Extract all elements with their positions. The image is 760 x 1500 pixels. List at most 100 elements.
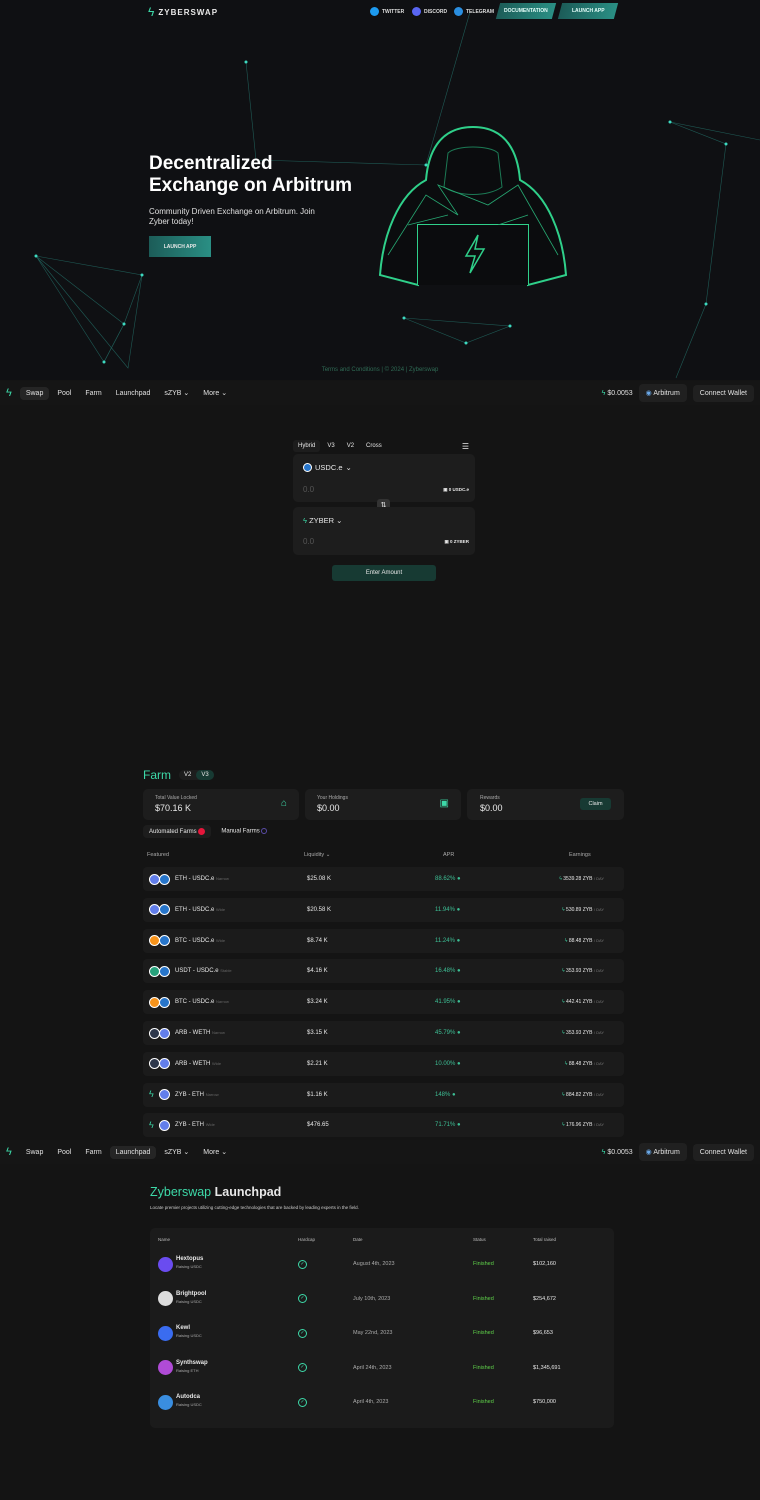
version-v2[interactable]: V2 <box>184 772 192 778</box>
brand-logo[interactable]: ϟ ZYBERSWAP <box>148 5 219 19</box>
apr-value: 45.79% ● <box>435 1030 461 1036</box>
twitter-link[interactable]: TWITTER <box>370 4 404 19</box>
documentation-button[interactable]: DOCUMENTATION <box>495 3 557 19</box>
version-v3[interactable]: V3 <box>196 770 214 780</box>
nav-launchpad[interactable]: Launchpad <box>115 389 151 397</box>
from-amount-input[interactable]: 0.0 <box>303 485 315 494</box>
liquidity-value: $476.65 <box>307 1122 329 1129</box>
bolt-logo-icon[interactable]: ϟ <box>6 387 12 399</box>
nav-pool[interactable]: Pool <box>57 1148 72 1156</box>
farm-row[interactable]: ETH - USDC.e Narrow $25.08 K 88.62% ● ϟ … <box>143 867 624 891</box>
launchpad-row[interactable]: Autodca Raising USDC ✓ April 4th, 2023 Fi… <box>158 1387 598 1417</box>
discord-link[interactable]: DISCORD <box>412 4 447 19</box>
discord-icon <box>412 7 421 16</box>
farm-row[interactable]: ETH - USDC.e Wide $20.58 K 11.94% ● ϟ 53… <box>143 897 624 922</box>
nav-szyb[interactable]: sZYB ⌄ <box>164 1149 190 1156</box>
nav-swap[interactable]: Swap <box>25 1148 44 1156</box>
to-token-selector[interactable]: ϟ ZYBER ⌄ <box>303 516 343 525</box>
farm-title: Farm <box>143 768 171 782</box>
farm-row[interactable]: ARB - WETH Narrow $3.15 K 45.79% ● ϟ 353… <box>143 1021 624 1045</box>
project-date: August 4th, 2023 <box>353 1261 395 1267</box>
nav-more[interactable]: More ⌄ <box>203 1149 228 1156</box>
network-selector[interactable]: ◉ Arbitrum <box>638 384 687 402</box>
farm-row[interactable]: ϟ ZYB - ETH Narrow $1.16 K 148% ● ϟ 884.… <box>143 1082 624 1107</box>
earnings-value: ϟ 353.93 ZYB / DAY <box>562 968 604 975</box>
hero-footer[interactable]: Terms and Conditions | © 2024 | Zyberswa… <box>321 367 439 373</box>
pair-name: ARB - WETH Narrow <box>175 1030 225 1036</box>
swap-widget: Hybrid V3 V2 Cross ☰ USDC.e ⌄ 0.0 ▣ 0 US… <box>293 439 475 581</box>
tab-cross[interactable]: Cross <box>366 443 382 449</box>
nav-szyb[interactable]: sZYB ⌄ <box>164 390 190 397</box>
launchpad-table <box>150 1228 614 1428</box>
project-date: May 22nd, 2023 <box>353 1330 393 1337</box>
farm-row[interactable]: USDT - USDC.e Stable $4.16 K 16.48% ● ϟ … <box>143 959 624 984</box>
tab-automated-farms[interactable]: Automated Farms <box>143 825 212 839</box>
pair-name: ETH - USDC.e Wide <box>175 906 226 913</box>
from-token-selector[interactable]: USDC.e ⌄ <box>303 463 352 472</box>
connect-wallet-button[interactable]: Connect Wallet <box>692 1143 754 1161</box>
project-logo <box>158 1394 173 1410</box>
liquidity-value: $3.24 K <box>307 999 328 1006</box>
launch-app-header-button[interactable]: LAUNCH APP <box>557 3 619 19</box>
wallet-icon: ▣ <box>439 798 449 809</box>
pair-name: USDT - USDC.e Stable <box>175 968 232 975</box>
nav-farm[interactable]: Farm <box>85 389 102 397</box>
project-raising: Raising USDC <box>176 1333 202 1339</box>
arbitrum-icon: ◉ <box>645 1149 652 1156</box>
nav-farm[interactable]: Farm <box>85 1148 102 1156</box>
liquidity-value: $20.58 K <box>307 906 332 913</box>
to-token-panel: ϟ ZYBER ⌄ 0.0 ▣ 0 ZYBER <box>293 507 475 555</box>
project-name: Synthswap <box>176 1359 208 1366</box>
token-icon <box>159 1089 170 1101</box>
farm-row[interactable]: BTC - USDC.e Wide $8.74 K 11.24% ● ϟ 88.… <box>143 928 624 953</box>
nav-pool[interactable]: Pool <box>57 389 72 397</box>
pair-name: ARB - WETH Wide <box>175 1060 222 1067</box>
hardcap-check-icon: ✓ <box>298 1397 307 1407</box>
hero-subtitle: Community Driven Exchange on Arbitrum. J… <box>149 207 315 226</box>
settings-sliders-icon[interactable]: ☰ <box>461 441 469 451</box>
launchpad-row[interactable]: Hextopus Raising USDC ✓ August 4th, 2023 … <box>158 1249 598 1279</box>
hardcap-check-icon: ✓ <box>298 1259 307 1269</box>
launchpad-row[interactable]: Kewl Raising USDC ✓ May 22nd, 2023 Finish… <box>158 1318 598 1348</box>
network-selector[interactable]: ◉ Arbitrum <box>638 1143 687 1161</box>
tab-v2[interactable]: V2 <box>346 443 355 449</box>
claim-button[interactable]: Claim <box>580 798 611 810</box>
nav-more[interactable]: More ⌄ <box>203 390 228 397</box>
farm-row[interactable]: ϟ ZYB - ETH Wide $476.65 71.71% ● ϟ 176.… <box>143 1113 624 1138</box>
hero-launch-app-button[interactable]: LAUNCH APP <box>149 236 211 257</box>
enter-amount-button[interactable]: Enter Amount <box>332 565 436 581</box>
telegram-icon <box>454 7 463 16</box>
project-name: Brightpool <box>176 1290 207 1297</box>
stat-holdings: Your Holdings $0.00 ▣ <box>305 789 461 820</box>
pair-icons <box>149 1058 170 1070</box>
to-amount-input[interactable]: 0.0 <box>303 537 315 546</box>
earnings-value: ϟ 884.82 ZYB / DAY <box>562 1091 604 1098</box>
tab-manual-farms[interactable]: Manual Farms <box>221 828 268 835</box>
info-icon: ● <box>456 937 461 944</box>
pair-name: ZYB - ETH Wide <box>175 1122 215 1129</box>
token-icon <box>159 965 170 977</box>
bolt-logo-icon[interactable]: ϟ <box>6 1146 12 1158</box>
token-icon <box>159 873 170 885</box>
sort-liquidity[interactable]: Liquidity ⌄ <box>304 852 331 858</box>
status-badge: Finished <box>473 1364 494 1371</box>
launchpad-row[interactable]: Brightpool Raising USDC ✓ July 10th, 2023… <box>158 1284 598 1314</box>
farm-row[interactable]: BTC - USDC.e Narrow $3.24 K 41.95% ● ϟ 4… <box>143 990 624 1015</box>
launchpad-row[interactable]: Synthswap Raising ETH ✓ April 24th, 2023 … <box>158 1353 598 1383</box>
project-raising: Raising USDC <box>176 1264 202 1269</box>
status-badge: Finished <box>473 1295 494 1302</box>
launchpad-title: Zyberswap Launchpad <box>150 1185 282 1199</box>
info-icon: ● <box>457 1060 461 1067</box>
apr-value: 88.62% ● <box>435 876 461 882</box>
connect-wallet-button[interactable]: Connect Wallet <box>692 384 754 402</box>
nav-launchpad[interactable]: Launchpad <box>109 1145 157 1159</box>
tab-hybrid[interactable]: Hybrid <box>293 440 321 452</box>
telegram-link[interactable]: TELEGRAM <box>454 4 494 19</box>
wallet-icon: ▣ <box>443 487 448 492</box>
farm-row[interactable]: ARB - WETH Wide $2.21 K 10.00% ● ϟ 88.48… <box>143 1051 624 1076</box>
zyb-price: ϟ $0.0053 <box>601 1148 633 1156</box>
nav-swap[interactable]: Swap <box>19 386 50 400</box>
tab-v3[interactable]: V3 <box>327 443 335 449</box>
project-name: Hextopus <box>176 1256 204 1262</box>
info-icon: ● <box>456 906 461 913</box>
